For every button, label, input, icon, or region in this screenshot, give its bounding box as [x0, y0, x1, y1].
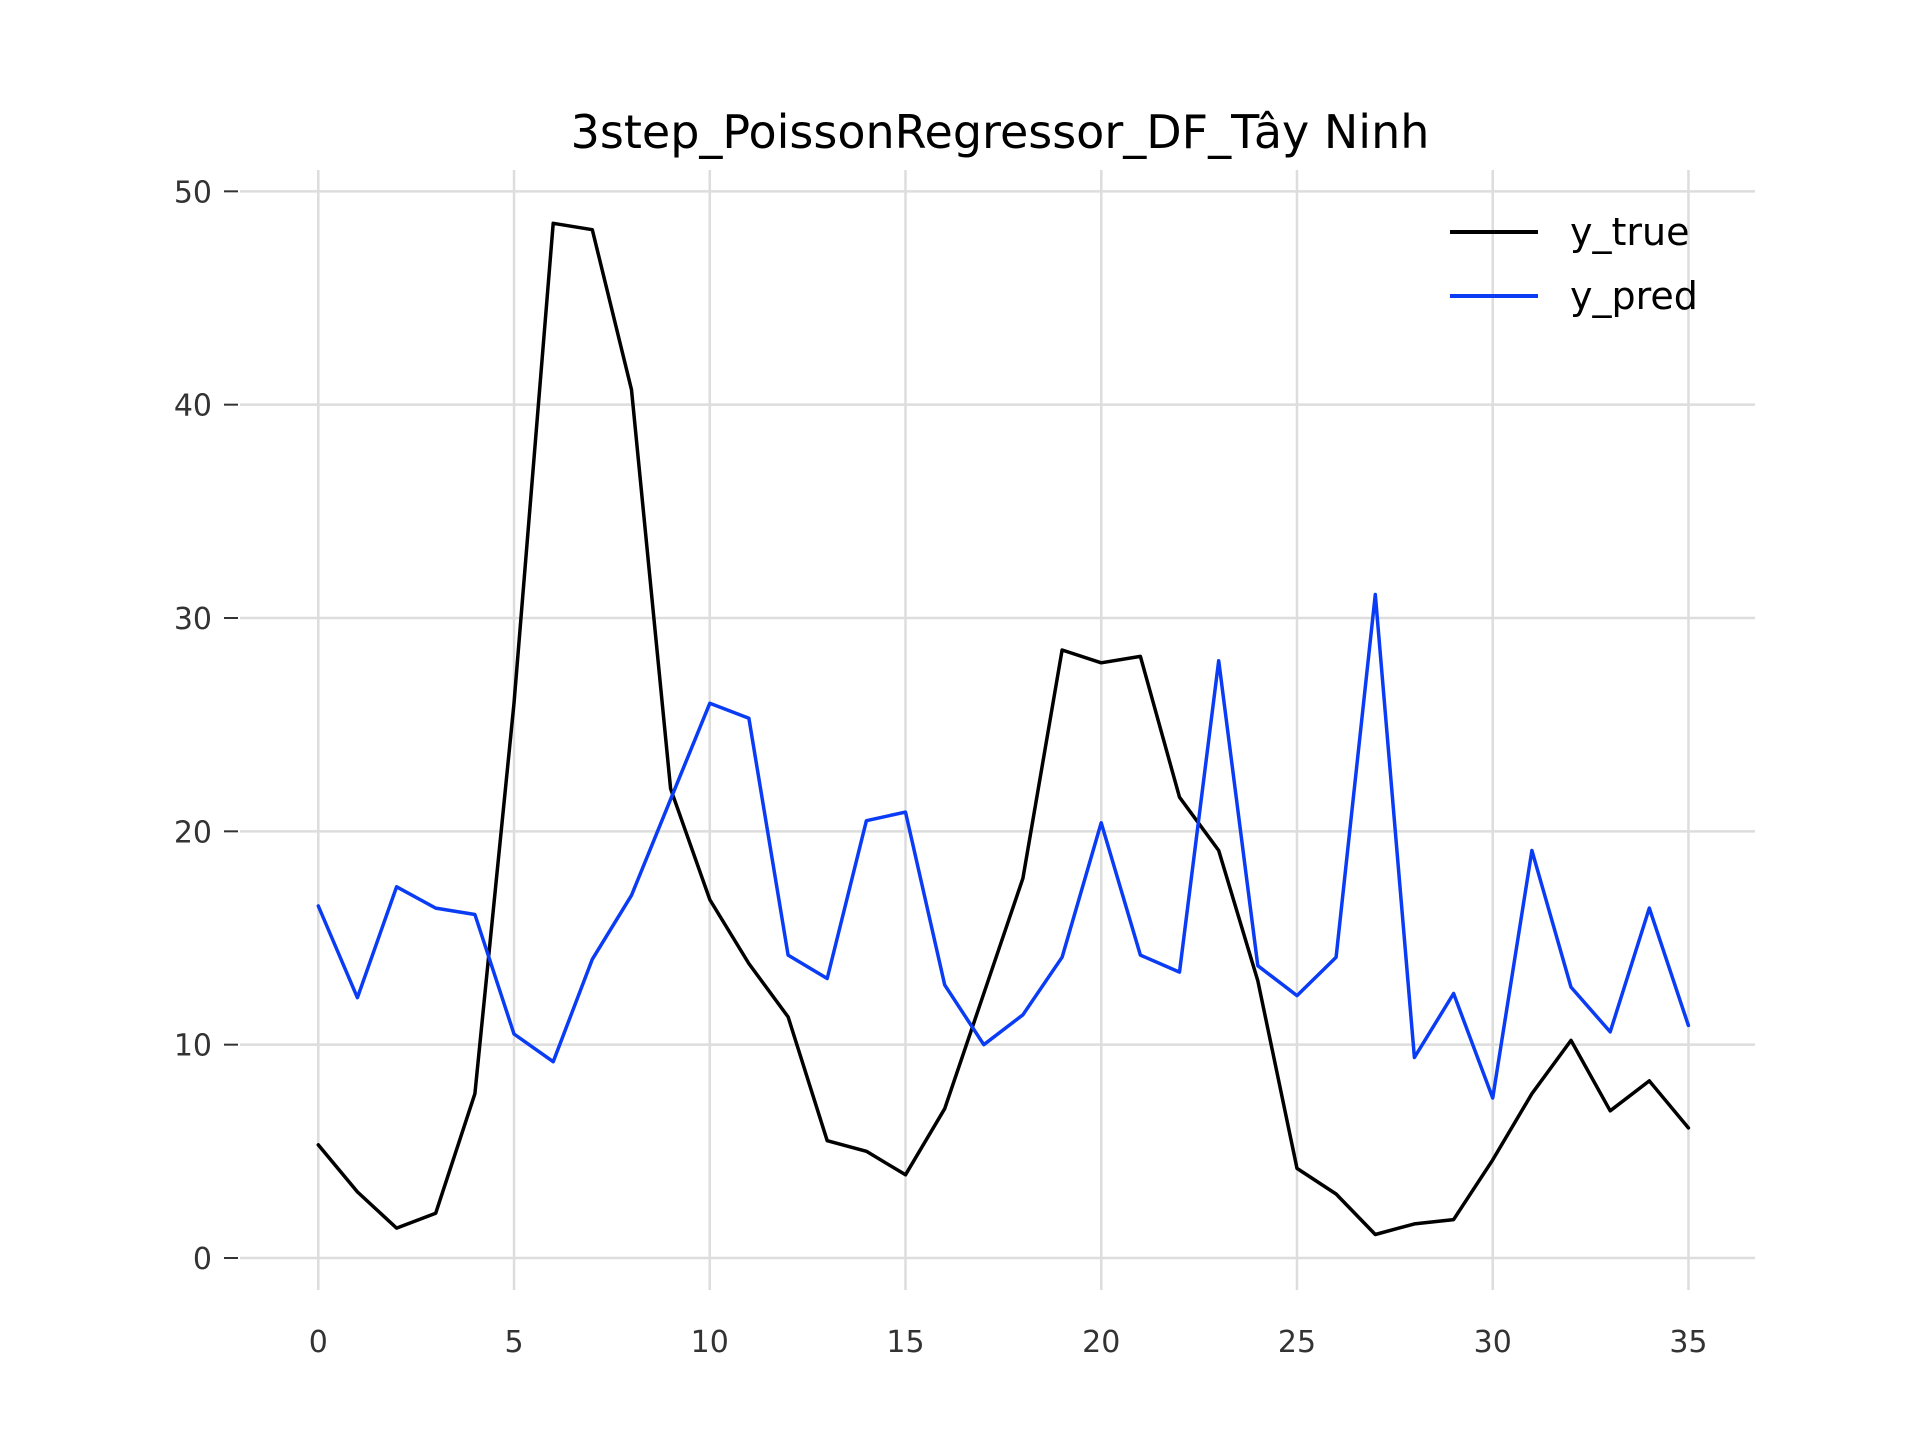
chart-title: 3step_PoissonRegressor_DF_Tây Ninh [571, 105, 1430, 159]
x-tick-label: 10 [691, 1325, 729, 1360]
x-tick-label: 0 [309, 1325, 328, 1360]
grid [240, 170, 1755, 1290]
x-tick-label: 5 [504, 1325, 523, 1360]
series-lines [316, 221, 1691, 1237]
x-tick-label: 25 [1278, 1325, 1316, 1360]
x-tick-label: 15 [886, 1325, 924, 1360]
y-tick-label: 10 [174, 1029, 212, 1064]
y-tick-label: 20 [174, 815, 212, 850]
y-tick-label: 40 [174, 389, 212, 424]
series-line-y-true [316, 221, 1691, 1237]
series-line-y-pred [316, 592, 1691, 1100]
x-tick-label: 20 [1082, 1325, 1120, 1360]
y-tick-label: 0 [193, 1242, 212, 1277]
axes: 0 5 10 15 20 25 30 35 0 10 20 30 40 50 [174, 175, 1708, 1360]
legend-label-y-pred: y_pred [1570, 274, 1698, 318]
x-tick-label: 30 [1474, 1325, 1512, 1360]
x-tick-label: 35 [1669, 1325, 1707, 1360]
legend: y_true y_pred [1450, 210, 1698, 318]
legend-label-y-true: y_true [1570, 210, 1689, 254]
y-tick-label: 30 [174, 602, 212, 637]
y-tick-label: 50 [174, 175, 212, 210]
